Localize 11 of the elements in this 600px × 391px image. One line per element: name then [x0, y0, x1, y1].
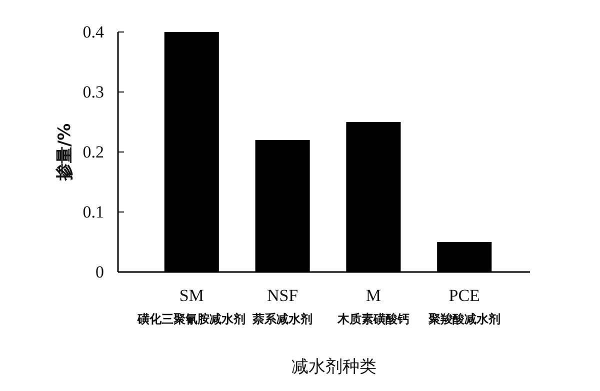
- y-tick-label: 0.1: [82, 202, 104, 222]
- y-tick-label: 0.4: [82, 22, 104, 42]
- x-tick-label: PCE 聚羧酸减水剂: [427, 286, 500, 326]
- y-tick-label: 0.2: [82, 142, 104, 162]
- y-tick-label: 0.3: [82, 82, 104, 102]
- x-tick-label: M 木质素磺酸钙: [336, 286, 410, 326]
- y-axis-title: 掺量/%: [55, 123, 75, 182]
- x-tick-label: SM 磺化三聚氰胺减水剂: [136, 286, 246, 326]
- x-tick-label: NSF 萘系减水剂: [252, 286, 313, 326]
- x-axis-title: 减水剂种类: [292, 357, 376, 377]
- y-tick-label: 0: [96, 262, 104, 282]
